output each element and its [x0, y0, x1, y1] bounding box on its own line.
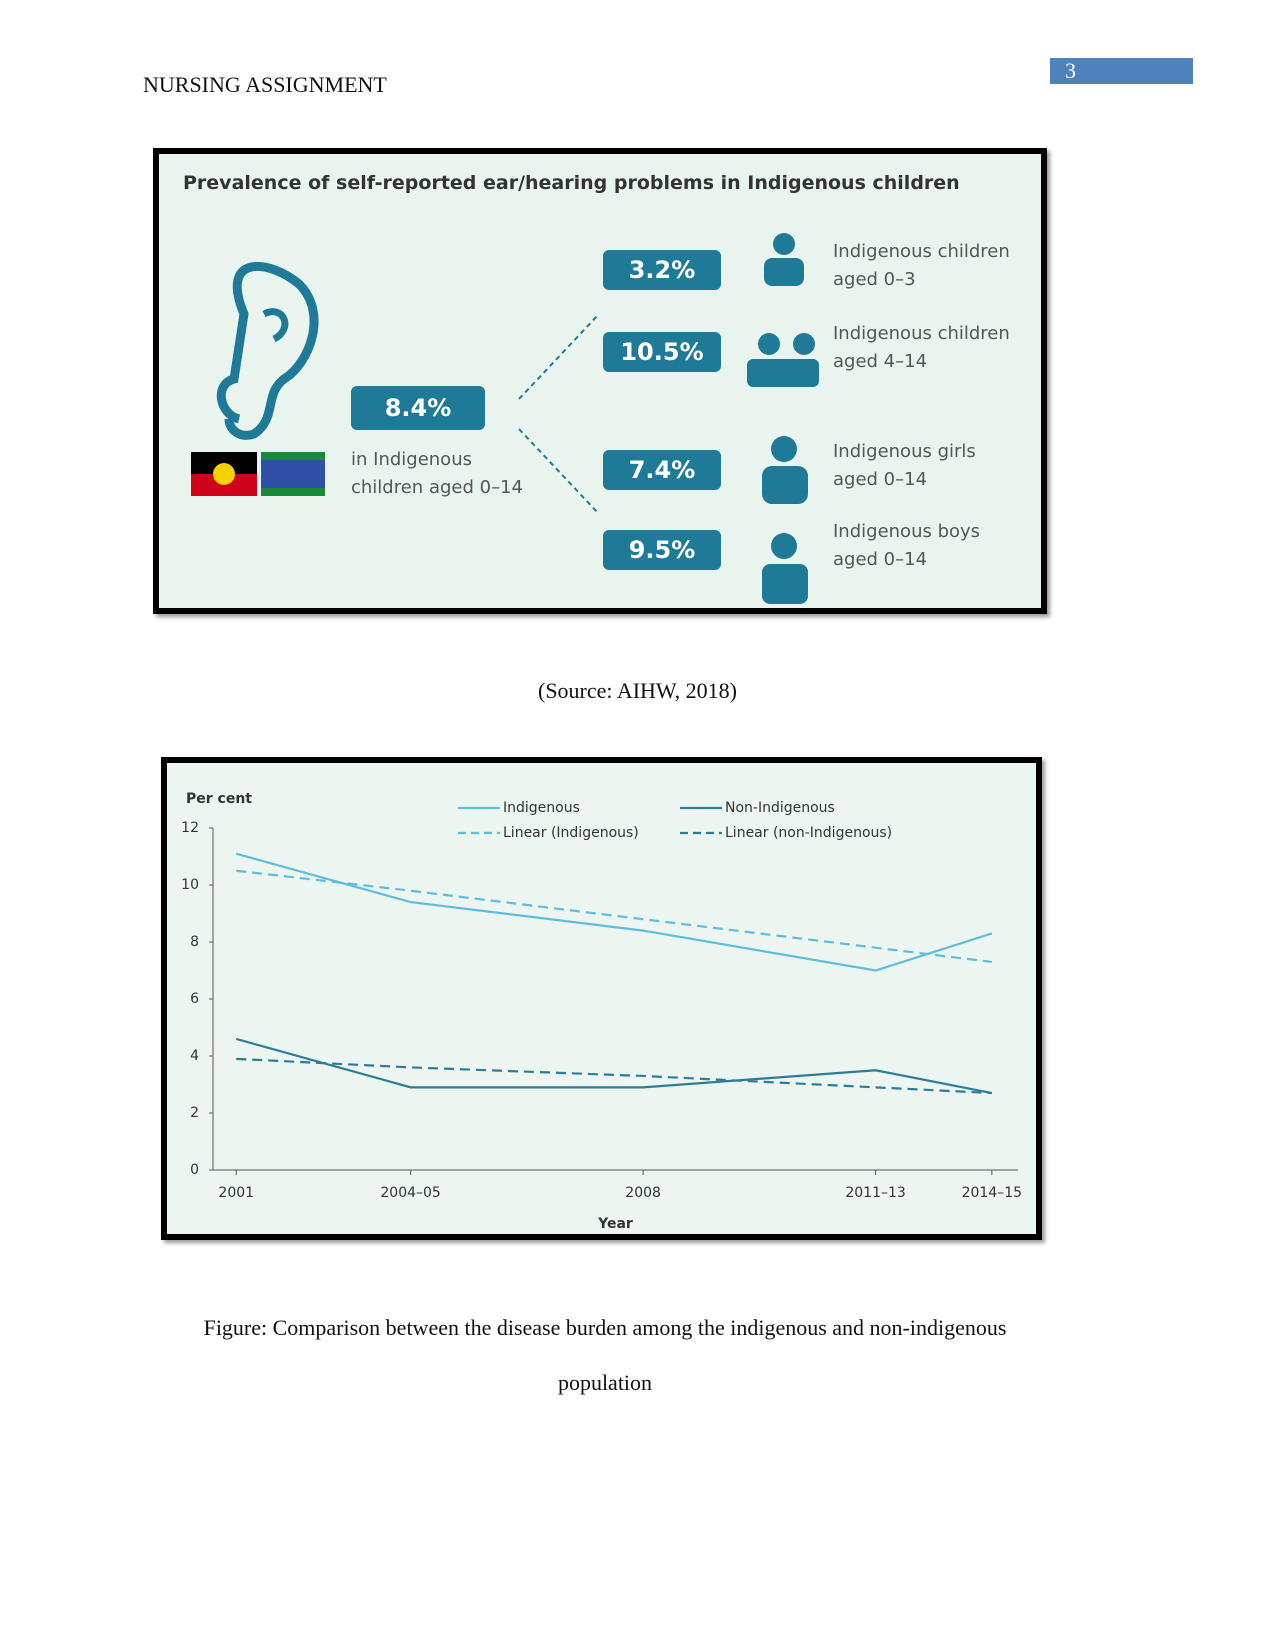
group-value: 9.5% — [603, 530, 721, 570]
y-tick-label: 0 — [190, 1162, 199, 1178]
y-tick-label: 8 — [190, 934, 199, 950]
x-axis-label: Year — [597, 1216, 633, 1232]
source: (Source: AIHW, 2018) — [538, 678, 737, 703]
ear-icon — [262, 308, 289, 343]
infographic: Prevalence of self-reported ear/hearing … — [153, 148, 1047, 614]
overall-value: 8.4% — [351, 386, 485, 430]
flag — [213, 463, 235, 485]
chart: 0 2 4 6 8 10 12 2001 2004–05 2008 2011–13 2014–15 Pe… — [181, 791, 1022, 1232]
group-label: Indigenous children aged 4–14 — [833, 323, 1010, 372]
y-tick-label: 4 — [190, 1048, 199, 1064]
x-tick-label: 2001 — [218, 1185, 254, 1201]
connector — [518, 313, 600, 515]
y-tick-label: 10 — [181, 877, 199, 893]
series-line — [235, 1037, 993, 1095]
overall-label: in Indigenous children aged 0–14 — [351, 449, 523, 498]
caption: Figure: Comparison between the disease b… — [203, 1315, 1007, 1395]
legend-label: Linear (Indigenous) — [503, 825, 639, 841]
x-tick-label: 2011–13 — [845, 1185, 905, 1201]
group-value: 7.4% — [603, 450, 721, 490]
group-label: Indigenous boys aged 0–14 — [833, 521, 981, 570]
y-tick-label: 12 — [181, 820, 199, 836]
chart-frame: 0 2 4 6 8 10 12 2001 2004–05 2008 2011–13 2014–15 Pe… — [161, 757, 1042, 1240]
group-value: 3.2% — [603, 250, 721, 290]
y-tick-label: 2 — [190, 1105, 199, 1121]
legend-label: Indigenous — [503, 800, 580, 816]
series-line — [236, 869, 992, 964]
person-icons — [747, 233, 819, 604]
y-axis-label: Per cent — [186, 791, 252, 807]
series-line — [236, 1057, 992, 1095]
header-title: NURSING ASSIGNMENT — [143, 72, 387, 97]
infographic-title: Prevalence of self-reported ear/hearing … — [183, 172, 960, 194]
legend-label: Non-Indigenous — [725, 800, 835, 816]
x-tick-label: 2008 — [625, 1185, 661, 1201]
ear-icon — [216, 262, 319, 440]
infographic-art — [191, 233, 819, 604]
page-number: 3 — [1050, 58, 1193, 84]
x-tick-label: 2014–15 — [962, 1185, 1022, 1201]
x-tick-label: 2004–05 — [380, 1185, 440, 1201]
flag — [261, 460, 325, 488]
group-label: Indigenous girls aged 0–14 — [833, 441, 976, 490]
legend-label: Linear (non-Indigenous) — [725, 825, 892, 841]
y-tick-label: 6 — [190, 991, 199, 1007]
group-value: 10.5% — [603, 332, 721, 372]
group-label: Indigenous children aged 0–3 — [833, 241, 1010, 290]
series-line — [235, 852, 993, 972]
